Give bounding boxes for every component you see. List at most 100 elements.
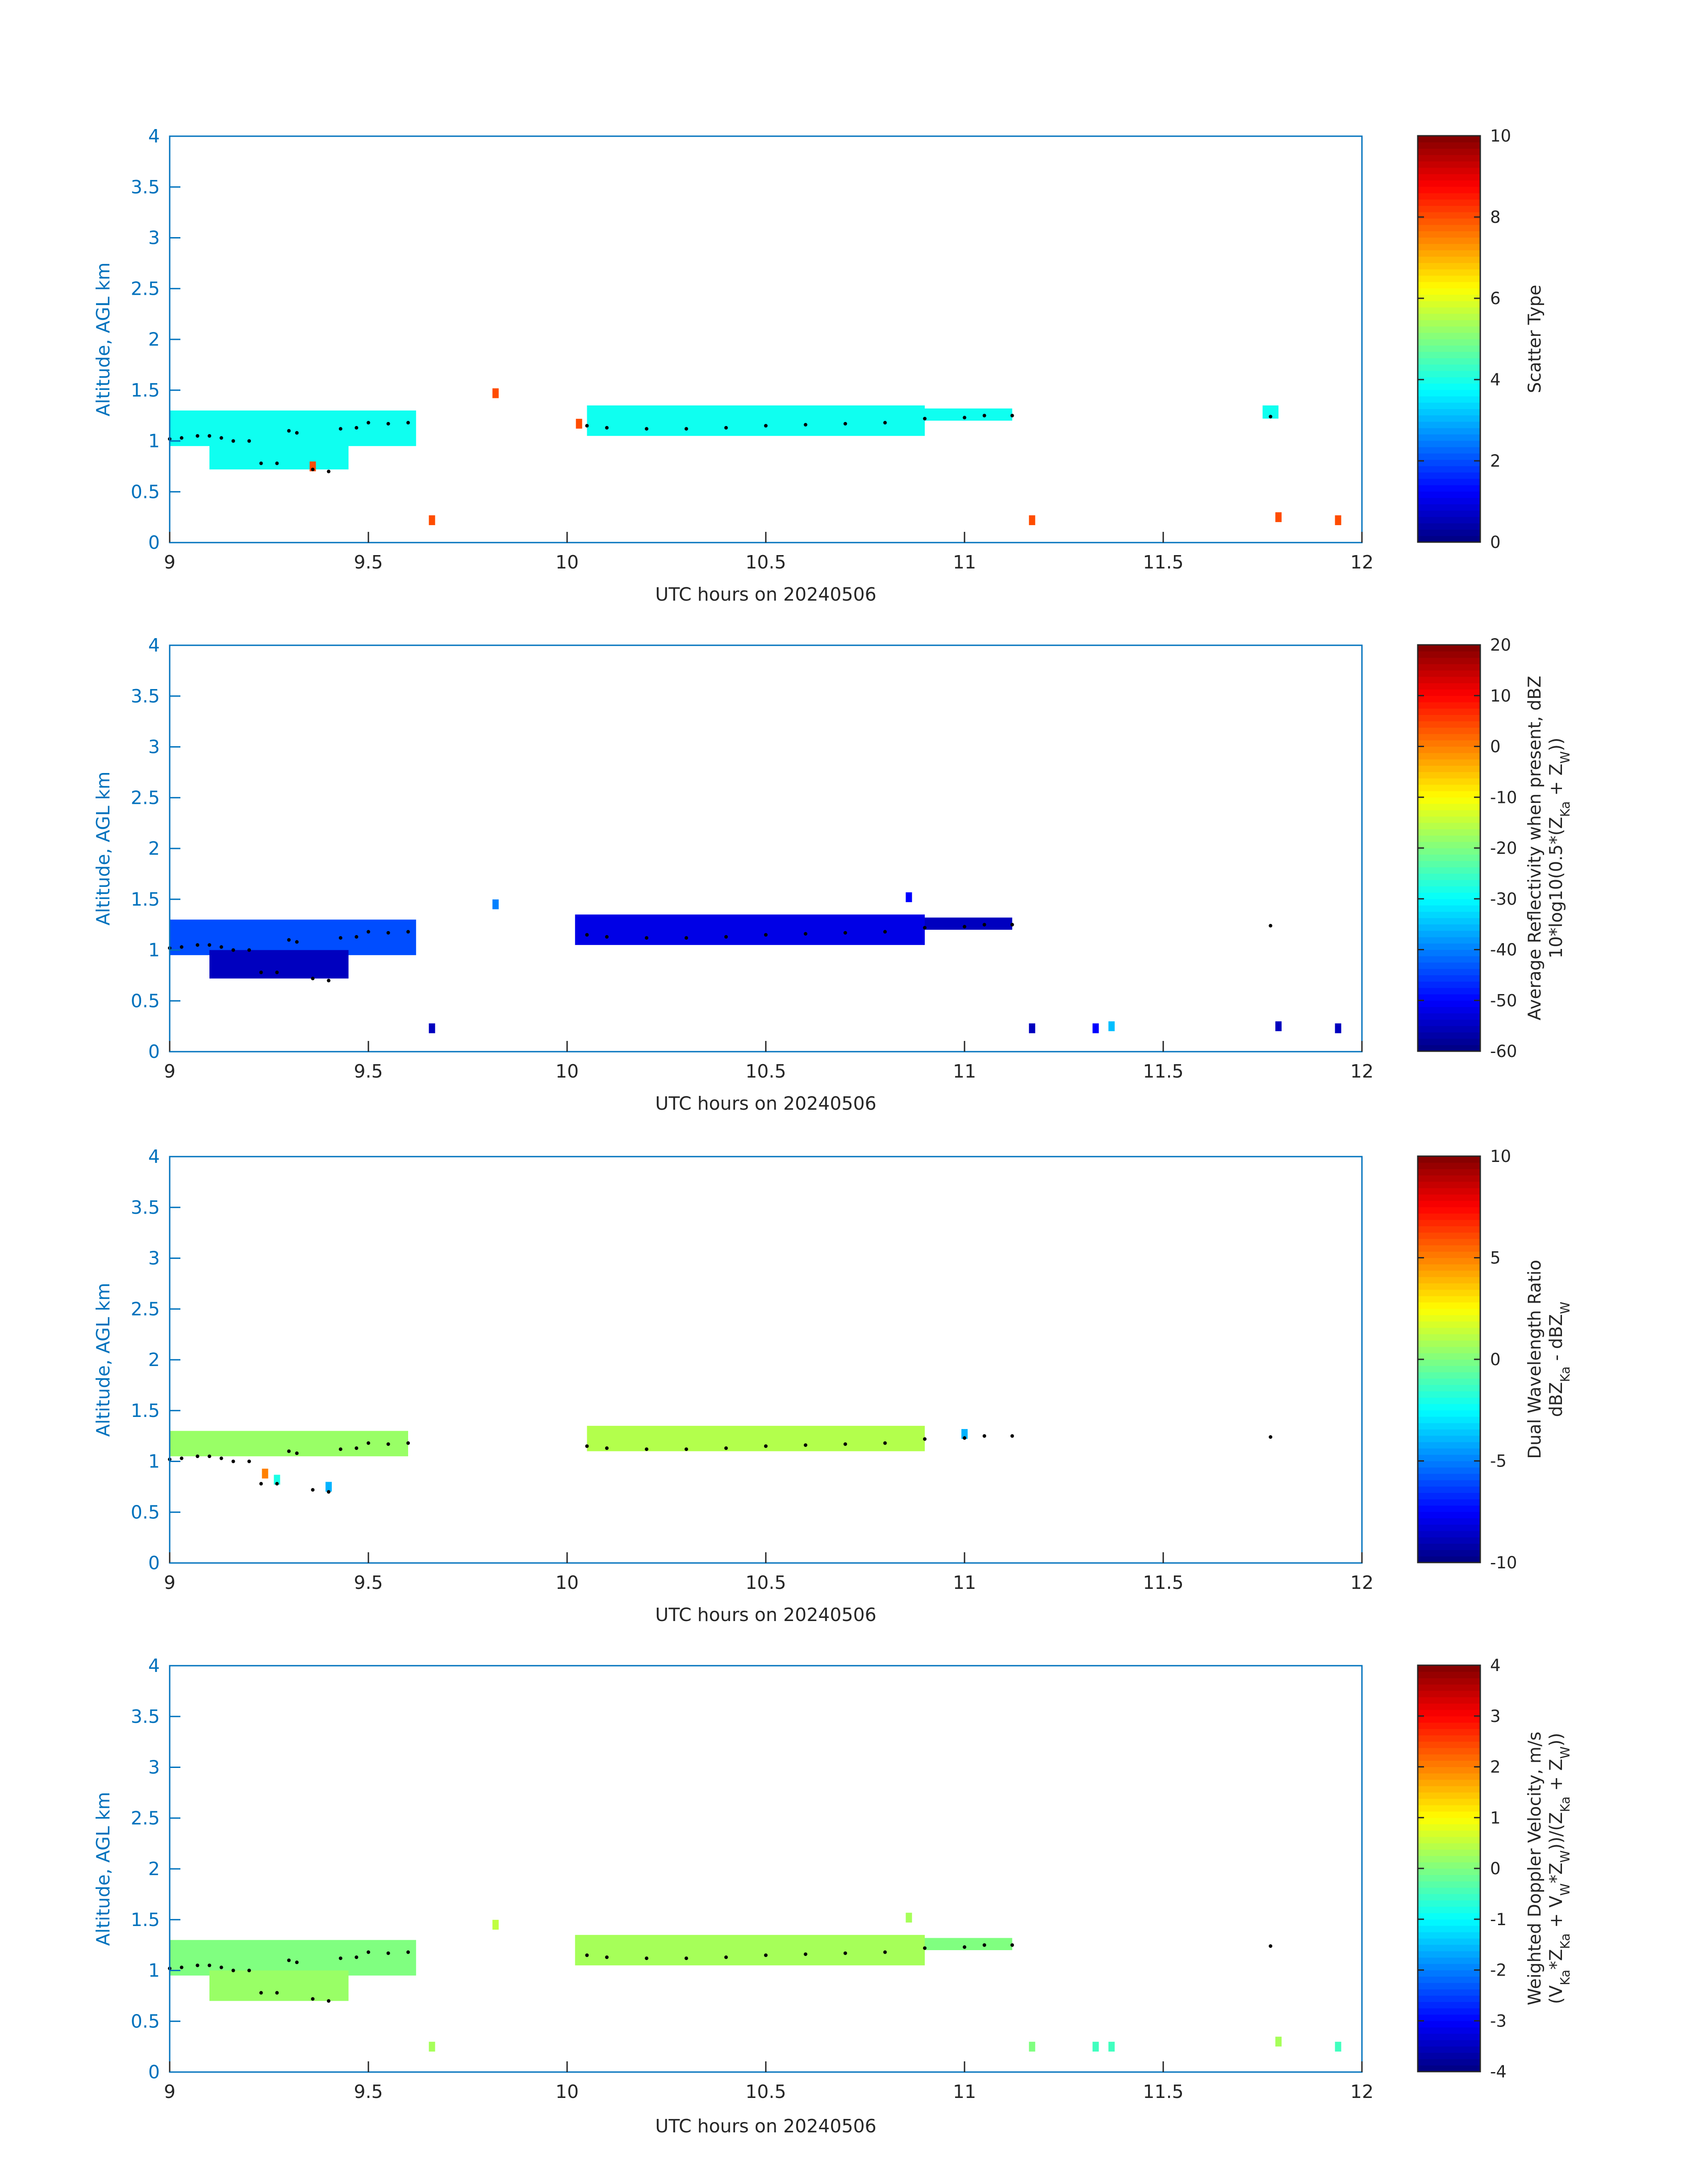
y-tick-label: 1.5 <box>131 889 160 910</box>
cloud-base-dot <box>355 426 359 430</box>
colorbar-swatch <box>1418 155 1480 162</box>
colorbar-swatch <box>1418 1175 1480 1182</box>
colorbar-label: Weighted Doppler Velocity, m/s <box>1525 1732 1545 2006</box>
cloud-base-dot <box>386 1442 390 1446</box>
plot-area <box>170 1157 1362 1563</box>
cloud-base-dot <box>645 1956 648 1960</box>
colorbar-swatch <box>1418 880 1480 886</box>
cloud-base-dot <box>883 930 887 934</box>
x-tick-label: 11 <box>953 1061 976 1082</box>
cloud-base-dot <box>327 978 330 982</box>
cloud-base-dot <box>764 933 768 937</box>
colorbar-swatch <box>1418 1359 1480 1366</box>
heatmap-cell <box>170 410 416 446</box>
cloud-base-dot <box>208 434 211 438</box>
colorbar-swatch <box>1418 1530 1480 1538</box>
colorbar-swatch <box>1418 1556 1480 1563</box>
colorbar-swatch <box>1418 1220 1480 1227</box>
colorbar-swatch <box>1418 225 1480 231</box>
colorbar-swatch <box>1418 1448 1480 1455</box>
heatmap-pixel <box>492 899 499 910</box>
colorbar-swatch <box>1418 1384 1480 1391</box>
heatmap-pixel <box>274 1475 280 1485</box>
colorbar-swatch <box>1418 263 1480 270</box>
panel-dual-wavelength-ratio: 9 9.5 10 10.5 11 11.5 12 00.511.522.533.54 Alt… <box>92 1146 1573 1625</box>
colorbar-swatch <box>1418 237 1480 244</box>
colorbar-swatch <box>1418 1480 1480 1487</box>
colorbar-swatch <box>1418 1957 1480 1964</box>
x-axis-ticks: 9 9.5 10 10.5 11 11.5 12 <box>164 2061 1374 2102</box>
x-tick-label: 11 <box>953 552 976 573</box>
y-tick-label: 1 <box>148 430 160 452</box>
colorbar-swatch <box>1418 377 1480 384</box>
colorbar-swatch <box>1418 1454 1480 1462</box>
colorbar-swatch <box>1418 1045 1480 1052</box>
colorbar-swatch <box>1418 1467 1480 1474</box>
colorbar-swatch <box>1418 1709 1480 1717</box>
colorbar-tick-label: -60 <box>1490 1042 1517 1061</box>
cloud-base-dot <box>685 936 688 940</box>
colorbar-swatch <box>1418 472 1480 479</box>
colorbar-swatch <box>1418 892 1480 899</box>
heatmap-pixel <box>1092 1023 1099 1033</box>
colorbar-swatch <box>1418 1976 1480 1983</box>
cloud-base-dot <box>259 461 263 465</box>
cloud-base-dot <box>844 1442 847 1446</box>
cloud-base-dot <box>585 1953 589 1957</box>
cloud-base-dot <box>311 468 315 472</box>
cloud-base-dot <box>804 1443 807 1447</box>
colorbar-swatch <box>1418 148 1480 155</box>
cloud-base-dot <box>1010 1434 1014 1438</box>
x-tick-label: 11 <box>953 1572 976 1593</box>
colorbar-swatch <box>1418 1181 1480 1188</box>
colorbar-swatch <box>1418 1938 1480 1945</box>
colorbar-tick-label: 8 <box>1490 208 1501 227</box>
heatmap-cell <box>209 441 349 470</box>
cloud-base-dot <box>247 1459 251 1463</box>
cloud-base-dot <box>295 1451 299 1455</box>
colorbar-swatch <box>1418 2052 1480 2060</box>
colorbar-swatch <box>1418 1372 1480 1379</box>
colorbar-swatch <box>1418 339 1480 346</box>
colorbar-swatch <box>1418 791 1480 798</box>
colorbar-swatch <box>1418 320 1480 327</box>
cloud-base-dot <box>963 1436 966 1440</box>
colorbar-swatch <box>1418 243 1480 251</box>
heatmap-layer <box>170 1913 1341 2052</box>
colorbar-swatch <box>1418 1881 1480 1888</box>
cloud-base-dot <box>287 1449 291 1453</box>
x-tick-label: 11 <box>953 2081 976 2102</box>
colorbar-swatch <box>1418 2021 1480 2028</box>
colorbar-label: Dual Wavelength Ratio <box>1525 1260 1545 1459</box>
colorbar-swatch <box>1418 1283 1480 1290</box>
colorbar-swatch <box>1418 943 1480 950</box>
cloud-base-dot <box>406 930 410 934</box>
cloud-base-dot <box>724 1446 728 1450</box>
colorbar-swatch <box>1418 734 1480 740</box>
y-tick-label: 2 <box>148 329 160 350</box>
colorbar-tick-label: 0 <box>1490 1859 1501 1878</box>
cloud-base-dot <box>367 421 370 425</box>
colorbar-tick-label: -50 <box>1490 991 1517 1010</box>
y-tick-label: 1 <box>148 1451 160 1472</box>
colorbar-swatch <box>1418 1944 1480 1951</box>
cloud-base-dot <box>844 422 847 426</box>
colorbar-swatch <box>1418 1289 1480 1296</box>
colorbar-swatch <box>1418 1906 1480 1914</box>
colorbar-swatch <box>1418 212 1480 219</box>
heatmap-pixel <box>1335 1023 1341 1033</box>
colorbar-swatch <box>1418 307 1480 314</box>
colorbar: -60 -50 -40 -30 -20 -10 0 10 20 Average Reflectiv… <box>1417 635 1573 1061</box>
colorbar-swatch <box>1418 765 1480 772</box>
colorbar-tick-label: 6 <box>1490 289 1501 308</box>
colorbar-tick-label: 1 <box>1490 1808 1501 1827</box>
colorbar-swatch <box>1418 2008 1480 2015</box>
cloud-base-dot <box>355 1955 359 1959</box>
colorbar-swatch <box>1418 1716 1480 1723</box>
y-axis-label: Altitude, AGL km <box>92 772 114 926</box>
heatmap-pixel <box>1335 515 1341 525</box>
cloud-base-dot <box>724 426 728 430</box>
colorbar-swatch <box>1418 670 1480 677</box>
colorbar-label: dBZKa - dBZW <box>1546 1302 1573 1417</box>
heatmap-layer <box>170 388 1341 525</box>
